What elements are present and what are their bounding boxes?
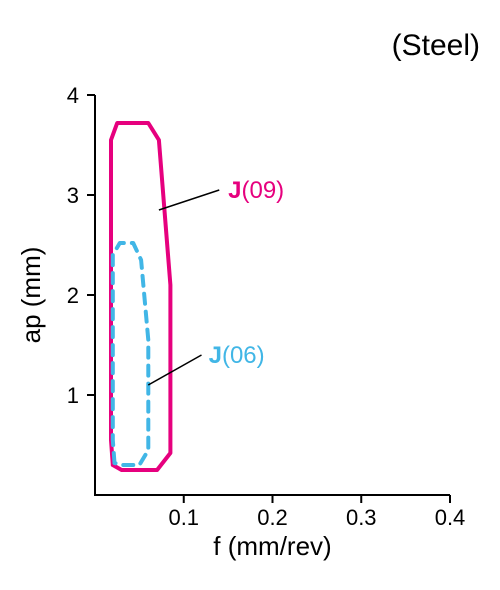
- y-tick-label: 1: [67, 383, 79, 408]
- x-tick-label: 0.2: [257, 505, 288, 530]
- y-tick-label: 3: [67, 183, 79, 208]
- series-label-j09: J(09): [228, 177, 284, 204]
- x-tick-label: 0.3: [346, 505, 377, 530]
- y-tick-label: 4: [67, 83, 79, 108]
- series-label-j06: J(06): [209, 342, 265, 369]
- chipbreaker-chart: (Steel) 0.1 0.2 0.3 0.4 f (mm/rev) 1 2 3 4 ap (mm)…: [0, 0, 500, 590]
- chart-svg: (Steel) 0.1 0.2 0.3 0.4 f (mm/rev) 1 2 3 4 ap (mm)…: [0, 0, 500, 590]
- x-tick-label: 0.1: [168, 505, 199, 530]
- y-axis-title: ap (mm): [16, 247, 46, 344]
- x-tick-label: 0.4: [435, 505, 466, 530]
- material-label: (Steel): [392, 29, 480, 62]
- x-axis-title: f (mm/rev): [213, 531, 331, 561]
- y-tick-label: 2: [67, 283, 79, 308]
